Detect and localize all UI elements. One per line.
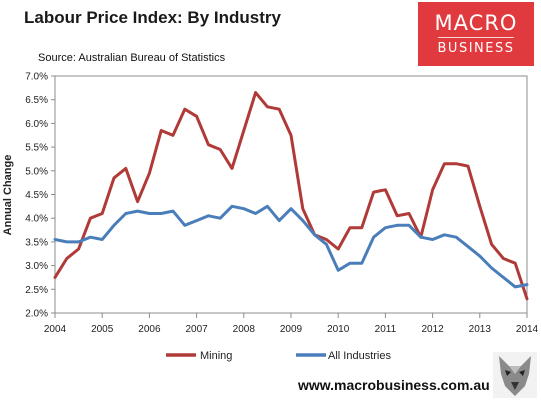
chart-legend: Mining All Industries (166, 350, 391, 362)
y-tick-label: 6.5% (25, 95, 48, 106)
website-url: www.macrobusiness.com.au (298, 377, 490, 393)
x-tick-label: 2012 (421, 324, 444, 335)
chart-title: Labour Price Index: By Industry (24, 8, 281, 27)
y-tick-label: 2.0% (25, 309, 48, 320)
logo-line-1: MACRO (434, 11, 518, 35)
legend-label-mining: Mining (200, 350, 232, 362)
legend-label-all-industries: All Industries (328, 350, 391, 362)
x-tick-label: 2010 (327, 324, 350, 335)
y-tick-label: 4.5% (25, 190, 48, 201)
x-tick-label: 2011 (375, 324, 397, 335)
x-tick-label: 2006 (138, 324, 161, 335)
x-tick-label: 2014 (516, 324, 539, 335)
x-tick-label: 2004 (44, 324, 67, 335)
series-lines (53, 91, 529, 301)
y-tick-label: 6.0% (25, 119, 48, 130)
x-tick-label: 2009 (280, 324, 303, 335)
y-tick-label: 4.0% (25, 214, 48, 225)
y-tick-label: 2.5% (25, 285, 48, 296)
y-tick-label: 3.5% (25, 237, 48, 248)
x-tick-labels: 2004 2005 2006 2007 2008 2009 2010 2011 2012 2013… (44, 324, 539, 335)
y-tick-label: 5.5% (25, 143, 48, 154)
y-tick-labels: 2.0% 2.5% 3.0% 3.5% 4.0% 4.5% 5.0% 5.5% 6.0% 6.5%… (25, 72, 48, 320)
series-line-all-industries (53, 204, 529, 289)
x-tick-label: 2008 (233, 324, 256, 335)
x-tick-label: 2005 (91, 324, 114, 335)
y-tick-label: 7.0% (25, 72, 48, 83)
macrobusiness-logo: MACRO BUSINESS (418, 2, 534, 66)
x-tick-label: 2007 (185, 324, 208, 335)
series-line-mining (53, 91, 529, 301)
x-tick-label: 2013 (469, 324, 492, 335)
wolf-logo-icon (493, 352, 537, 398)
chart-axes (51, 75, 528, 318)
logo-line-2: BUSINESS (437, 37, 515, 56)
y-tick-label: 3.0% (25, 261, 48, 272)
y-tick-label: 5.0% (25, 166, 48, 177)
plot-area-border (54, 75, 528, 314)
chart-source: Source: Australian Bureau of Statistics (38, 52, 226, 64)
y-axis-label: Annual Change (2, 155, 14, 236)
